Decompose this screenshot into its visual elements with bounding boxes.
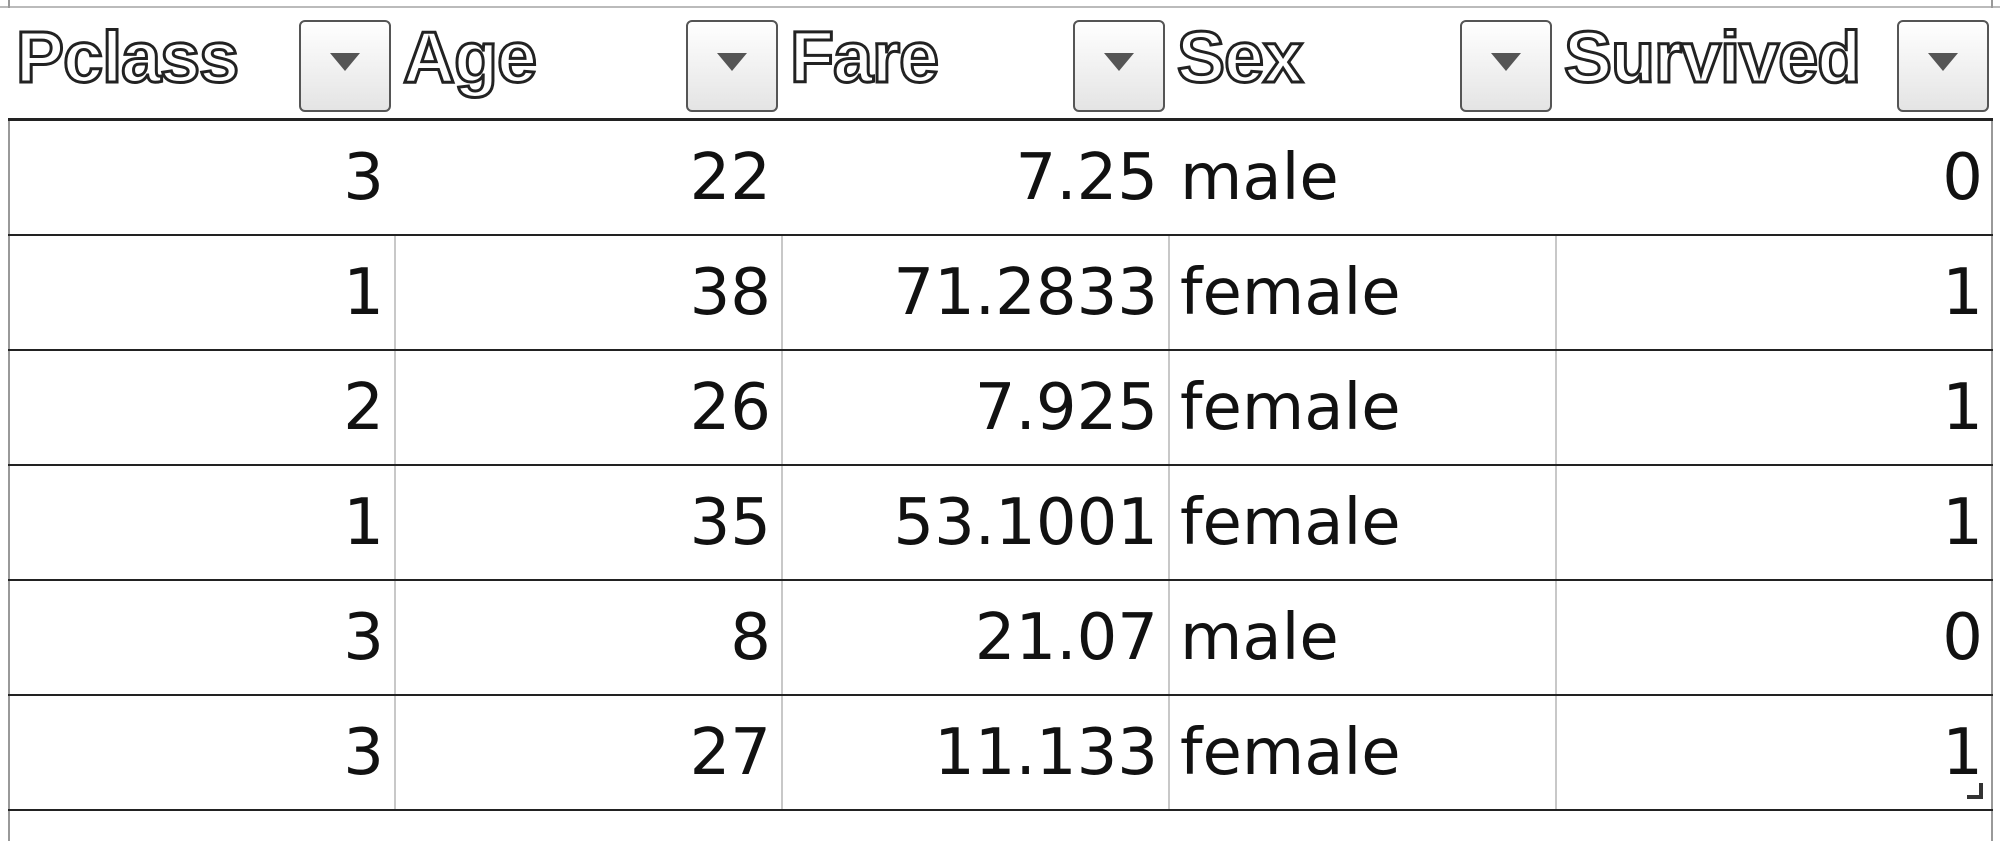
cell-fare[interactable]: 7.925	[781, 350, 1169, 466]
cell-pclass[interactable]: 3	[8, 119, 395, 236]
cell-fare[interactable]: 53.1001	[781, 465, 1169, 581]
data-table: Pclass Age Fare	[8, 8, 1993, 811]
column-header-survived: Survived	[1556, 8, 1993, 121]
cell-sex[interactable]: female	[1168, 350, 1556, 466]
cell-sex[interactable]: female	[1168, 465, 1556, 581]
filter-dropdown-button[interactable]	[686, 20, 778, 112]
cell-pclass[interactable]: 1	[8, 465, 395, 581]
cell-sex[interactable]: male	[1169, 119, 1556, 236]
cell-fare[interactable]: 71.2833	[781, 235, 1169, 351]
table-row: 2 26 7.925 female 1	[8, 350, 1993, 466]
column-header-label: Fare	[788, 18, 940, 98]
cell-pclass[interactable]: 3	[8, 580, 395, 696]
cell-age[interactable]: 38	[394, 235, 782, 351]
dropdown-arrow-icon	[330, 53, 360, 71]
dropdown-arrow-icon	[1491, 53, 1521, 71]
table-row: 1 38 71.2833 female 1	[8, 235, 1993, 351]
cell-fare[interactable]: 7.25	[782, 119, 1169, 236]
filter-dropdown-button[interactable]	[1073, 20, 1165, 112]
filter-dropdown-button[interactable]	[299, 20, 391, 112]
column-header-label: Survived	[1562, 18, 1862, 98]
table-row: 1 35 53.1001 female 1	[8, 465, 1993, 581]
top-gridline	[0, 6, 2000, 8]
table-resize-handle[interactable]	[1967, 783, 1983, 799]
filter-dropdown-button[interactable]	[1460, 20, 1552, 112]
column-header-label: Age	[401, 18, 538, 98]
dropdown-arrow-icon	[717, 53, 747, 71]
table-row: 3 27 11.133 female 1	[8, 695, 1993, 811]
cell-fare[interactable]: 11.133	[781, 695, 1169, 811]
cell-age[interactable]: 35	[394, 465, 782, 581]
column-header-age: Age	[395, 8, 782, 121]
cell-pclass[interactable]: 2	[8, 350, 395, 466]
cell-pclass[interactable]: 1	[8, 235, 395, 351]
cell-survived[interactable]: 1	[1555, 235, 1993, 351]
column-header-sex: Sex	[1169, 8, 1556, 121]
table-row: 3 8 21.07 male 0	[8, 580, 1993, 696]
cell-survived[interactable]: 1	[1555, 695, 1993, 811]
cell-survived[interactable]: 1	[1555, 465, 1993, 581]
cell-age[interactable]: 27	[394, 695, 782, 811]
cell-sex[interactable]: male	[1168, 580, 1556, 696]
cell-sex[interactable]: female	[1168, 695, 1556, 811]
cell-pclass[interactable]: 3	[8, 695, 395, 811]
column-header-label: Pclass	[14, 18, 240, 98]
table-row: 3 22 7.25 male 0	[8, 119, 1993, 236]
cell-fare[interactable]: 21.07	[781, 580, 1169, 696]
dropdown-arrow-icon	[1928, 53, 1958, 71]
cell-survived[interactable]: 0	[1556, 119, 1993, 236]
cell-age[interactable]: 26	[394, 350, 782, 466]
dropdown-arrow-icon	[1104, 53, 1134, 71]
cell-survived[interactable]: 0	[1555, 580, 1993, 696]
cell-age[interactable]: 8	[394, 580, 782, 696]
cell-age[interactable]: 22	[395, 119, 782, 236]
column-header-fare: Fare	[782, 8, 1169, 121]
column-header-pclass: Pclass	[8, 8, 395, 121]
filter-dropdown-button[interactable]	[1897, 20, 1989, 112]
header-row: Pclass Age Fare	[8, 8, 1993, 121]
cell-sex[interactable]: female	[1168, 235, 1556, 351]
cell-survived[interactable]: 1	[1555, 350, 1993, 466]
column-header-label: Sex	[1175, 18, 1304, 98]
